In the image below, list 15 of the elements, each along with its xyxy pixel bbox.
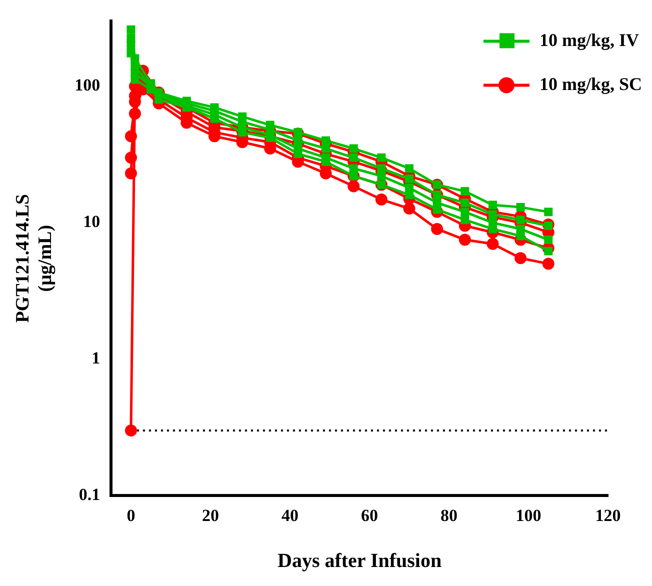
y-tick-label: 100 [74,76,100,95]
y-axis-title: PGT121.414.LS (µg/mL) [12,194,56,323]
y-tick-label: 1 [92,348,100,368]
x-tick-label: 80 [440,506,458,526]
x-tick-label: 0 [126,506,136,526]
x-tick-label: 100 [516,506,542,526]
x-tick-label: 60 [360,506,378,526]
x-tick-label: 40 [281,506,298,526]
y-tick-label: 10 [83,212,100,232]
x-axis-title: Days after Infusion [278,550,442,572]
legend-label: 10 mg/kg, SC [539,74,642,94]
x-tick-label: 120 [595,506,621,526]
x-tick-label: 20 [202,506,219,526]
legend-label: 10 mg/kg, IV [539,30,639,50]
y-tick-label: 0.1 [78,484,100,504]
